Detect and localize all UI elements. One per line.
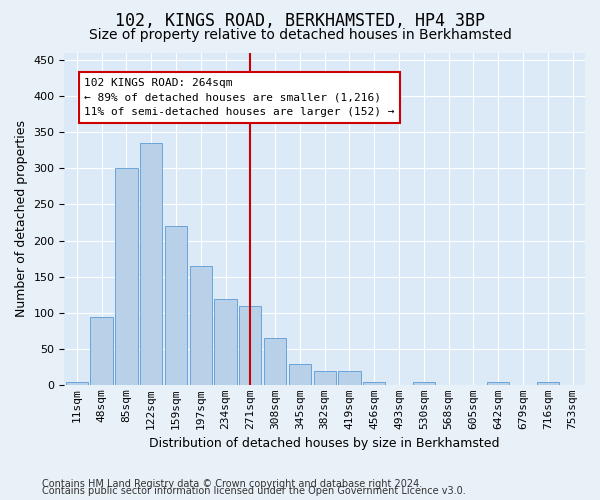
Bar (65, 382, 88, 386)
Bar (165, 226, 187, 386)
Bar (487, 382, 509, 386)
Bar (91, 316, 113, 386)
Bar (363, 382, 385, 386)
Bar (264, 338, 286, 386)
Text: 102, KINGS ROAD, BERKHAMSTED, HP4 3BP: 102, KINGS ROAD, BERKHAMSTED, HP4 3BP (115, 12, 485, 30)
Bar (115, 168, 137, 386)
Bar (413, 382, 435, 386)
Text: Size of property relative to detached houses in Berkhamsted: Size of property relative to detached ho… (89, 28, 511, 42)
Bar (239, 306, 262, 386)
Bar (140, 143, 163, 386)
X-axis label: Distribution of detached houses by size in Berkhamsted: Distribution of detached houses by size … (149, 437, 500, 450)
Bar (314, 371, 336, 386)
Text: Contains public sector information licensed under the Open Government Licence v3: Contains public sector information licen… (42, 486, 466, 496)
Bar (214, 298, 236, 386)
Bar (338, 371, 361, 386)
Y-axis label: Number of detached properties: Number of detached properties (15, 120, 28, 318)
Bar (289, 364, 311, 386)
Bar (190, 266, 212, 386)
Text: Contains HM Land Registry data © Crown copyright and database right 2024.: Contains HM Land Registry data © Crown c… (42, 479, 422, 489)
Bar (536, 382, 559, 386)
Text: 102 KINGS ROAD: 264sqm
← 89% of detached houses are smaller (1,216)
11% of semi-: 102 KINGS ROAD: 264sqm ← 89% of detached… (84, 78, 395, 118)
